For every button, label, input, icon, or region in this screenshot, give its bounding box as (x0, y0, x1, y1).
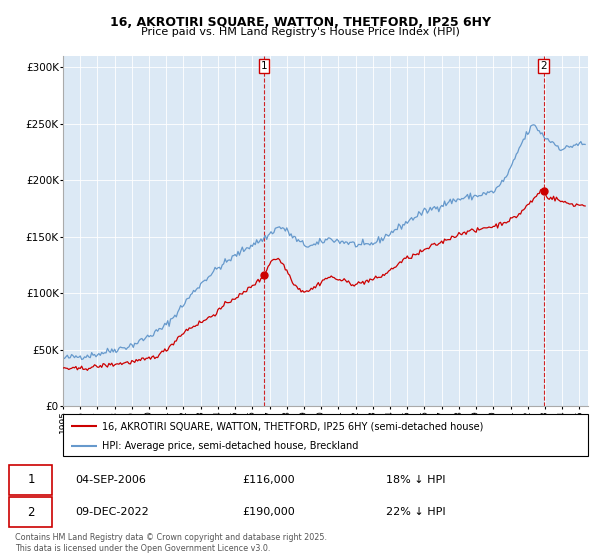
Text: 1: 1 (27, 473, 35, 486)
Text: HPI: Average price, semi-detached house, Breckland: HPI: Average price, semi-detached house,… (103, 441, 359, 451)
Text: 09-DEC-2022: 09-DEC-2022 (76, 507, 149, 517)
Text: 04-SEP-2006: 04-SEP-2006 (76, 475, 146, 485)
Text: 16, AKROTIRI SQUARE, WATTON, THETFORD, IP25 6HY (semi-detached house): 16, AKROTIRI SQUARE, WATTON, THETFORD, I… (103, 421, 484, 431)
FancyBboxPatch shape (63, 414, 588, 456)
FancyBboxPatch shape (9, 465, 52, 495)
Text: 18% ↓ HPI: 18% ↓ HPI (386, 475, 446, 485)
FancyBboxPatch shape (9, 497, 52, 527)
Text: 16, AKROTIRI SQUARE, WATTON, THETFORD, IP25 6HY: 16, AKROTIRI SQUARE, WATTON, THETFORD, I… (110, 16, 491, 29)
Text: £116,000: £116,000 (242, 475, 295, 485)
Text: Price paid vs. HM Land Registry's House Price Index (HPI): Price paid vs. HM Land Registry's House … (140, 27, 460, 37)
Text: 1: 1 (260, 61, 267, 71)
Text: Contains HM Land Registry data © Crown copyright and database right 2025.
This d: Contains HM Land Registry data © Crown c… (15, 533, 327, 553)
Text: 22% ↓ HPI: 22% ↓ HPI (386, 507, 446, 517)
Text: 2: 2 (540, 61, 547, 71)
Text: £190,000: £190,000 (242, 507, 295, 517)
Text: 2: 2 (27, 506, 35, 519)
